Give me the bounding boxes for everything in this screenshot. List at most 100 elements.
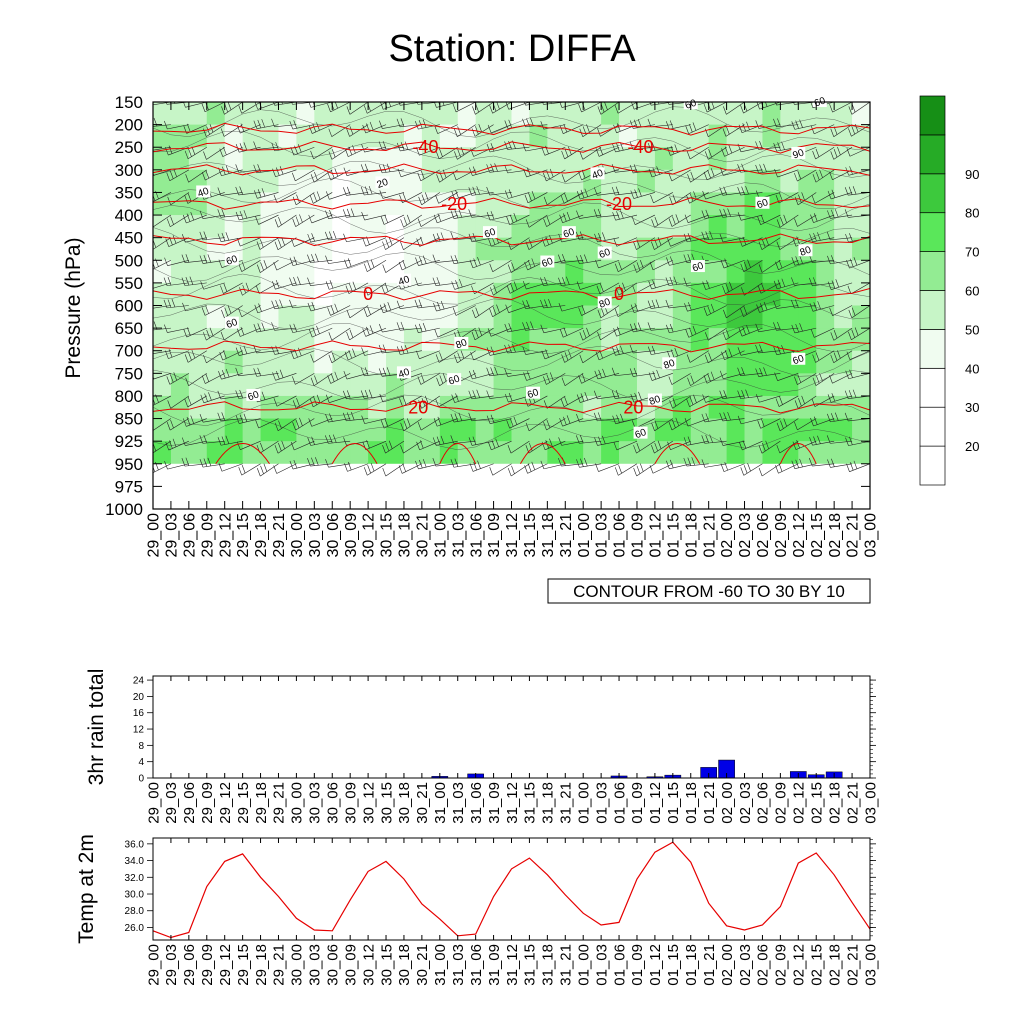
wind-barb-shaft [759, 305, 781, 313]
wind-barb-feather [783, 214, 787, 223]
wind-barb-shaft [814, 395, 835, 407]
rh-cell [224, 373, 244, 397]
wind-barb-shaft [704, 214, 727, 219]
wind-barb-shaft [633, 192, 655, 199]
wind-barb-feather [316, 191, 321, 200]
rh-cell [350, 215, 369, 239]
rh-cell [314, 147, 333, 171]
rh-cell [206, 305, 226, 329]
wind-barb-feather [685, 329, 689, 338]
rh-cell [583, 147, 602, 171]
wind-barb-feather [581, 305, 586, 314]
wind-barb-feather [167, 277, 172, 286]
wind-barb-feather [719, 370, 724, 379]
wind-barb-shaft [418, 259, 440, 266]
wind-barb-feather [848, 309, 853, 318]
rh-cell [296, 282, 315, 306]
wind-barb-feather [729, 281, 733, 290]
wind-barb-feather [458, 209, 463, 218]
rh-cell [153, 350, 172, 374]
wind-barb-shaft [580, 192, 602, 200]
rh-cell [511, 124, 530, 148]
rh-cell [565, 441, 584, 465]
wind-barb-feather [238, 308, 242, 317]
wind-barb-feather [489, 308, 493, 317]
wind-barb-feather [604, 102, 608, 110]
wind-barb-feather [415, 324, 419, 333]
rh-cell [565, 395, 584, 419]
rh-label-bg [647, 393, 662, 406]
wind-barb-shaft [632, 350, 655, 354]
wind-barb-shaft [776, 350, 799, 355]
wind-barb-shaft [223, 327, 243, 341]
wind-barb-feather [241, 464, 246, 474]
time-tick-label: 02_00 [719, 513, 736, 558]
wind-barb-feather [352, 145, 356, 154]
rh-cell [744, 418, 763, 442]
wind-barb-feather [386, 163, 391, 172]
time-tick-label: 02_12 [791, 782, 808, 824]
wind-barb-feather [721, 351, 725, 360]
rh-cell [565, 373, 584, 397]
rh-cell [690, 486, 710, 509]
wind-barb-feather [704, 151, 709, 160]
rh-cell [511, 441, 530, 465]
rh-label-bg [791, 147, 806, 160]
rh-cell [852, 102, 870, 126]
wind-barb-feather [362, 328, 366, 337]
temp-2m-line [152, 841, 871, 939]
rh-cell [296, 373, 315, 397]
rh-cell [153, 102, 172, 126]
rh-cell [708, 124, 727, 148]
wind-barb-feather [276, 167, 280, 176]
rh-cell [654, 282, 674, 306]
pressure-tick-label: 700 [115, 342, 143, 361]
wind-barb-feather [665, 299, 670, 309]
wind-barb-feather [524, 465, 528, 474]
wind-barb-feather [759, 164, 763, 173]
wind-barb-feather [597, 106, 602, 115]
wind-barb-feather [844, 412, 849, 422]
wind-barb-feather [633, 323, 638, 332]
rh-cell [511, 215, 530, 239]
wind-barb-shaft [618, 260, 638, 273]
wind-barb-feather [528, 192, 532, 202]
wind-barb-shaft [815, 146, 835, 160]
wind-barb-shaft [330, 373, 351, 384]
time-tick-label: 02_15 [809, 513, 826, 558]
wind-barb-feather [612, 415, 616, 424]
rh-cell [403, 282, 423, 306]
wind-barb-feather [596, 285, 601, 294]
rh-cell [601, 395, 620, 419]
wind-barb-feather [815, 352, 820, 361]
wind-barb-feather [780, 217, 784, 226]
wind-barb-feather [834, 209, 839, 218]
wind-barb-feather [274, 241, 279, 250]
wind-barb-shaft [688, 327, 709, 338]
rh-cell [672, 192, 692, 216]
wind-barb-feather [169, 170, 174, 179]
wind-barb-shaft [528, 418, 548, 432]
rh-cell [672, 328, 692, 352]
rh-cell [672, 147, 692, 171]
rh-cell [583, 441, 602, 465]
rh-cell [278, 373, 297, 397]
temp-axis-label: Temp at 2m [75, 834, 98, 944]
wind-barb-feather [147, 169, 150, 177]
wind-barb-feather [382, 367, 387, 376]
wind-barb-feather [522, 346, 526, 355]
rh-cell [816, 124, 835, 148]
wind-barb-feather [271, 300, 275, 309]
wind-barb-shaft [634, 102, 655, 110]
wind-barb-feather [599, 146, 603, 155]
wind-barb-feather [224, 307, 229, 316]
wind-barb-feather [654, 420, 659, 429]
wind-barb-shaft [206, 146, 225, 160]
rh-contour-label: 40 [591, 168, 606, 182]
wind-barb-feather [166, 172, 171, 181]
time-tick-label: 30_21 [414, 944, 431, 986]
rh-cell [314, 102, 333, 126]
wind-barb-feather [755, 323, 759, 332]
rh-cell [780, 441, 799, 465]
rh-cell [493, 305, 512, 329]
